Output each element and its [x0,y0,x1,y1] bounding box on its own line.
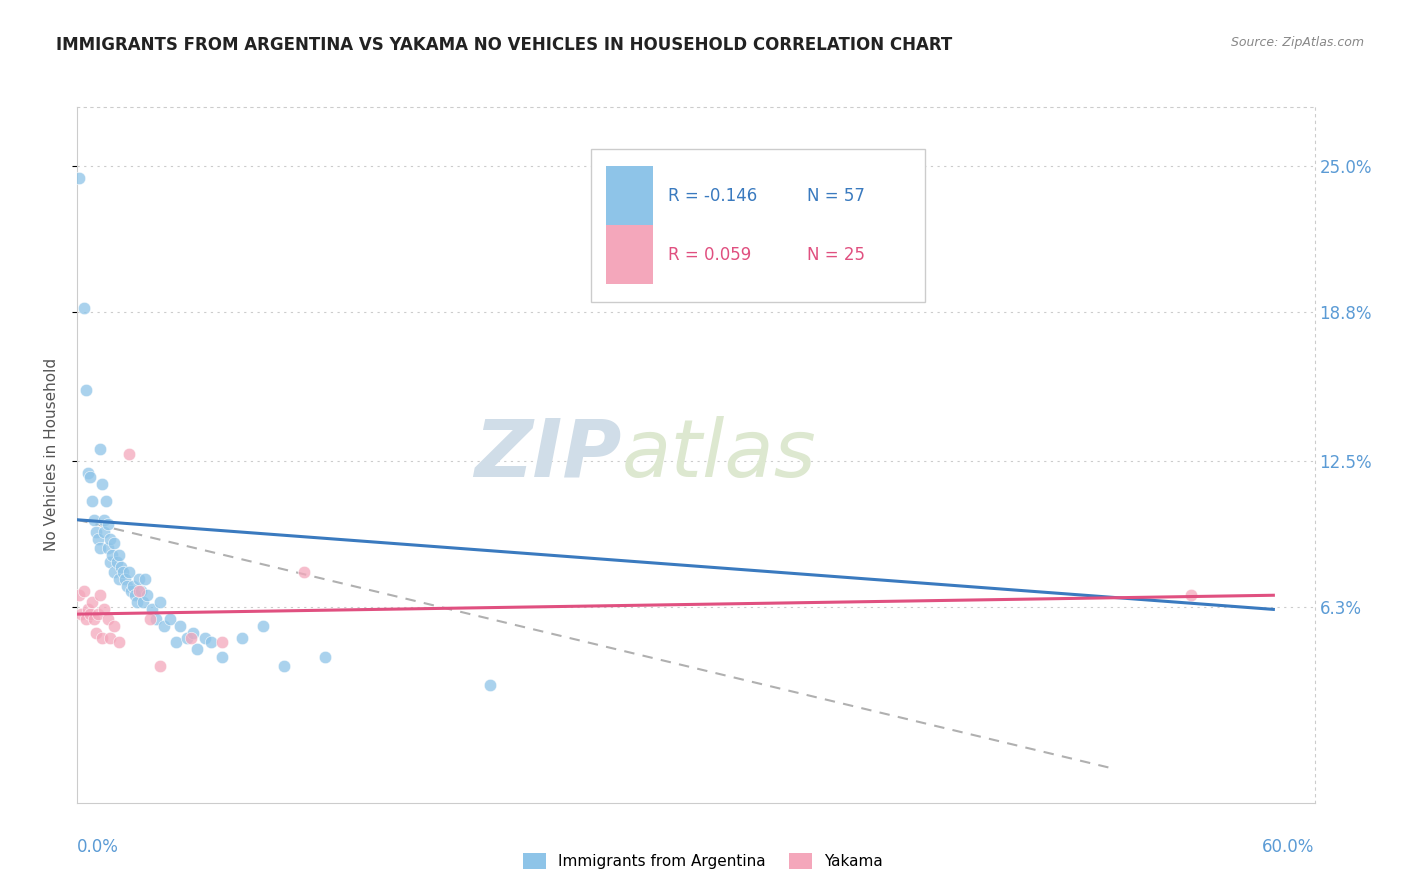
Point [93,602,115,616]
Point [136,588,159,602]
Text: R = 0.059: R = 0.059 [668,245,751,263]
Point [149,659,172,673]
Text: 60.0%: 60.0% [1263,838,1315,856]
Point [89,541,111,555]
Point [115,579,138,593]
Point [67,588,90,602]
Point [91,477,114,491]
Point [75,612,97,626]
Point [211,649,233,664]
Point [101,548,124,562]
Point [96,494,118,508]
Point [98,555,121,569]
Point [111,565,134,579]
Point [128,572,150,586]
Point [478,678,501,692]
Point [186,642,208,657]
Text: Source: ZipAtlas.com: Source: ZipAtlas.com [1230,36,1364,49]
Point [103,619,125,633]
Text: atlas: atlas [621,416,817,494]
Point [132,595,155,609]
Point [76,466,98,480]
Point [118,565,141,579]
Point [314,649,336,664]
FancyBboxPatch shape [591,149,925,301]
Point [181,626,204,640]
Point [98,631,121,645]
Point [91,631,114,645]
Point [231,631,253,645]
Point [93,513,115,527]
Point [87,607,110,621]
Point [107,635,129,649]
Point [75,383,97,397]
Point [159,612,181,626]
Point [252,619,274,633]
Point [105,555,128,569]
Point [120,583,142,598]
Point [79,470,101,484]
Point [84,626,107,640]
Point [87,532,110,546]
Point [107,572,129,586]
Point [79,607,101,621]
Point [97,541,120,555]
Text: N = 25: N = 25 [807,245,865,263]
Point [84,524,107,539]
Point [80,595,103,609]
Point [98,532,121,546]
Point [134,572,156,586]
Point [292,565,315,579]
Point [122,579,145,593]
Point [129,583,152,598]
Point [138,612,160,626]
Text: 0.0%: 0.0% [77,838,120,856]
Point [1180,588,1202,602]
Point [97,612,120,626]
Point [110,560,132,574]
Point [70,607,93,621]
Point [141,602,163,616]
Point [103,536,125,550]
Point [165,635,187,649]
Point [124,588,146,602]
Bar [606,226,652,285]
Point [93,524,115,539]
Point [72,583,94,598]
Point [145,612,167,626]
Bar [606,166,652,226]
Y-axis label: No Vehicles in Household: No Vehicles in Household [44,359,59,551]
Point [194,631,217,645]
Point [118,447,141,461]
Point [211,635,233,649]
Legend: Immigrants from Argentina, Yakama: Immigrants from Argentina, Yakama [517,847,889,875]
Point [76,602,98,616]
Point [169,619,191,633]
Text: N = 57: N = 57 [807,187,865,205]
Point [200,635,222,649]
Point [180,631,202,645]
Point [97,517,120,532]
Point [273,659,295,673]
Point [83,612,105,626]
Point [149,595,172,609]
Point [128,583,150,598]
Point [72,301,94,315]
Point [114,572,136,586]
Text: ZIP: ZIP [474,416,621,494]
Text: R = -0.146: R = -0.146 [668,187,756,205]
Point [89,442,111,456]
Point [80,494,103,508]
Text: IMMIGRANTS FROM ARGENTINA VS YAKAMA NO VEHICLES IN HOUSEHOLD CORRELATION CHART: IMMIGRANTS FROM ARGENTINA VS YAKAMA NO V… [56,36,952,54]
Point [67,170,90,185]
Point [89,588,111,602]
Point [107,548,129,562]
Point [153,619,176,633]
Point [103,565,125,579]
Point [127,595,149,609]
Point [176,631,198,645]
Point [83,513,105,527]
